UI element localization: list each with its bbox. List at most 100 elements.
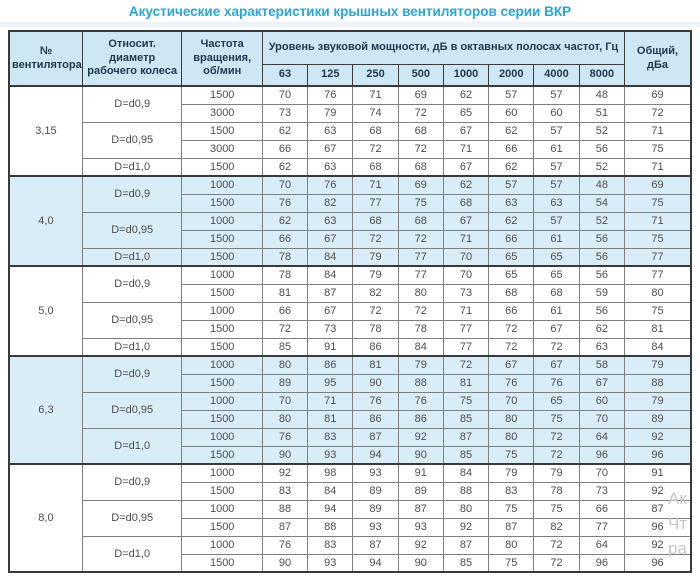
rotation-speed-cell: 1000 (181, 535, 263, 555)
sound-level-cell: 60 (578, 391, 626, 411)
relative-diameter-cell: D=d0,95 (81, 211, 183, 249)
sound-level-cell: 84 (307, 265, 354, 285)
sound-level-cell: 88 (442, 481, 490, 501)
sound-level-cell: 67 (442, 121, 490, 141)
sound-level-cell: 57 (533, 157, 580, 177)
sound-level-cell: 85 (442, 409, 490, 429)
sound-level-cell: 48 (578, 175, 626, 195)
table-row: D=d1,0 1500 85 91 86 84 77 72 72 63 84 (9, 337, 692, 357)
sound-level-cell: 87 (352, 535, 399, 555)
sound-level-cell: 57 (533, 175, 580, 195)
sound-level-cell: 56 (578, 301, 626, 321)
sound-level-cell: 75 (533, 499, 580, 519)
header-rotation-speed: Частота вращения, об/мин (181, 30, 263, 87)
sound-level-cell: 57 (533, 121, 580, 141)
rotation-speed-cell: 1500 (181, 247, 263, 267)
header-sound-power-level: Уровень звуковой мощности, дБ в октавных… (261, 30, 626, 65)
sound-level-cell: 74 (352, 103, 399, 123)
table-row: D=d1,0 1000 76 83 87 92 87 80 72 64 92 (9, 427, 692, 465)
total-dba-cell: 71 (624, 211, 692, 231)
relative-diameter-cell: D=d1,0 (81, 535, 183, 573)
rotation-speed-cell: 1000 (181, 265, 263, 285)
sound-level-cell: 90 (397, 445, 444, 465)
total-dba-cell: 75 (624, 229, 692, 249)
sound-level-cell: 67 (578, 373, 626, 393)
sound-level-cell: 69 (397, 175, 444, 195)
sound-level-cell: 87 (261, 517, 309, 537)
sound-level-cell: 68 (533, 283, 580, 303)
rotation-speed-cell: 1000 (181, 211, 263, 231)
sound-level-cell: 75 (488, 445, 535, 465)
sound-level-cell: 70 (578, 463, 626, 483)
sound-level-cell: 91 (307, 337, 354, 357)
relative-diameter-cell: D=d0,9 (81, 463, 183, 501)
sound-level-cell: 62 (442, 85, 490, 105)
sound-level-cell: 62 (261, 157, 309, 177)
total-dba-cell: 75 (624, 193, 692, 213)
rotation-speed-cell: 1500 (181, 337, 263, 357)
sound-level-cell: 71 (442, 139, 490, 159)
rotation-speed-cell: 1500 (181, 121, 263, 141)
rotation-speed-cell: 1500 (181, 517, 263, 537)
sound-level-cell: 82 (352, 283, 399, 303)
rotation-speed-cell: 1500 (181, 319, 263, 339)
sound-level-cell: 79 (533, 463, 580, 483)
sound-level-cell: 62 (488, 121, 535, 141)
sound-level-cell: 57 (533, 211, 580, 231)
sound-level-cell: 75 (488, 499, 535, 519)
sound-level-cell: 67 (488, 355, 535, 375)
sound-level-cell: 67 (442, 211, 490, 231)
sound-level-cell: 68 (352, 211, 399, 231)
rotation-speed-cell: 1000 (181, 427, 263, 447)
sound-level-cell: 72 (533, 553, 580, 573)
sound-level-cell: 86 (352, 409, 399, 429)
sound-level-cell: 72 (397, 139, 444, 159)
sound-level-cell: 63 (533, 193, 580, 213)
sound-level-cell: 61 (533, 139, 580, 159)
sound-level-cell: 66 (488, 229, 535, 249)
sound-level-cell: 90 (261, 445, 309, 465)
sound-level-cell: 92 (442, 517, 490, 537)
sound-level-cell: 79 (352, 247, 399, 267)
sound-level-cell: 82 (307, 193, 354, 213)
sound-level-cell: 67 (442, 157, 490, 177)
rotation-speed-cell: 1500 (181, 445, 263, 465)
sound-level-cell: 84 (307, 247, 354, 267)
sound-level-cell: 75 (397, 193, 444, 213)
sound-level-cell: 70 (488, 391, 535, 411)
rotation-speed-cell: 1000 (181, 175, 263, 195)
sound-level-cell: 79 (488, 463, 535, 483)
rotation-speed-cell: 1500 (181, 481, 263, 501)
rotation-speed-cell: 1000 (181, 301, 263, 321)
separator-band (0, 22, 700, 27)
sound-level-cell: 89 (352, 499, 399, 519)
sound-level-cell: 56 (578, 229, 626, 249)
sound-level-cell: 88 (307, 517, 354, 537)
rotation-speed-cell: 1500 (181, 85, 263, 105)
sound-level-cell: 98 (307, 463, 354, 483)
sound-level-cell: 56 (578, 247, 626, 267)
sound-level-cell: 87 (397, 499, 444, 519)
sound-level-cell: 78 (261, 265, 309, 285)
sound-level-cell: 63 (578, 337, 626, 357)
sound-level-cell: 70 (261, 391, 309, 411)
sound-level-cell: 72 (533, 445, 580, 465)
sound-level-cell: 63 (307, 211, 354, 231)
sound-level-cell: 65 (442, 103, 490, 123)
sound-level-cell: 72 (533, 535, 580, 555)
sound-level-cell: 85 (442, 445, 490, 465)
sound-level-cell: 66 (488, 139, 535, 159)
sound-level-cell: 71 (442, 229, 490, 249)
sound-level-cell: 70 (442, 247, 490, 267)
sound-level-cell: 78 (261, 247, 309, 267)
page-title: Акустические характеристики крышных вент… (128, 4, 572, 19)
rotation-speed-cell: 1500 (181, 409, 263, 429)
table-row: 1500 89 95 90 88 81 76 76 67 88 (9, 373, 692, 393)
sound-level-cell: 68 (488, 283, 535, 303)
sound-level-cell: 71 (442, 301, 490, 321)
sound-level-cell: 57 (488, 175, 535, 195)
sound-level-cell: 56 (578, 265, 626, 285)
sound-level-cell: 68 (397, 211, 444, 231)
watermark-line: ра (668, 539, 687, 558)
sound-level-cell: 68 (397, 157, 444, 177)
